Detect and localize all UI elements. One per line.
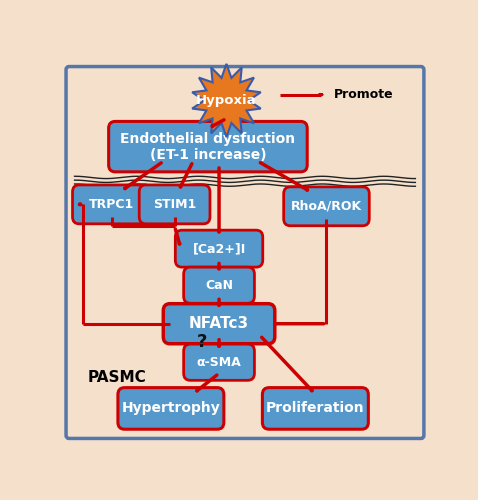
FancyBboxPatch shape: [283, 187, 369, 226]
FancyBboxPatch shape: [184, 267, 254, 304]
Text: [Ca2+]I: [Ca2+]I: [193, 242, 246, 255]
Text: Hypertrophy: Hypertrophy: [121, 402, 220, 415]
FancyBboxPatch shape: [139, 185, 210, 224]
Text: α-SMA: α-SMA: [196, 356, 241, 368]
Text: ?: ?: [197, 333, 207, 351]
Polygon shape: [192, 64, 261, 137]
FancyBboxPatch shape: [163, 304, 275, 344]
Text: Hypoxia: Hypoxia: [196, 94, 257, 107]
FancyBboxPatch shape: [66, 66, 424, 438]
Text: PASMC: PASMC: [87, 370, 146, 385]
FancyBboxPatch shape: [73, 185, 151, 224]
Text: NFATc3: NFATc3: [189, 316, 249, 331]
Text: Promote: Promote: [334, 88, 393, 101]
FancyBboxPatch shape: [184, 344, 254, 381]
FancyBboxPatch shape: [262, 388, 369, 429]
Text: RhoA/ROK: RhoA/ROK: [291, 200, 362, 213]
Text: Endothelial dysfuction
(ET-1 increase): Endothelial dysfuction (ET-1 increase): [120, 132, 295, 162]
FancyBboxPatch shape: [118, 388, 224, 429]
FancyBboxPatch shape: [109, 122, 307, 172]
FancyBboxPatch shape: [175, 230, 263, 267]
Text: Proliferation: Proliferation: [266, 402, 365, 415]
Text: CaN: CaN: [205, 278, 233, 291]
Text: STIM1: STIM1: [153, 198, 196, 211]
Text: TRPC1: TRPC1: [89, 198, 134, 211]
